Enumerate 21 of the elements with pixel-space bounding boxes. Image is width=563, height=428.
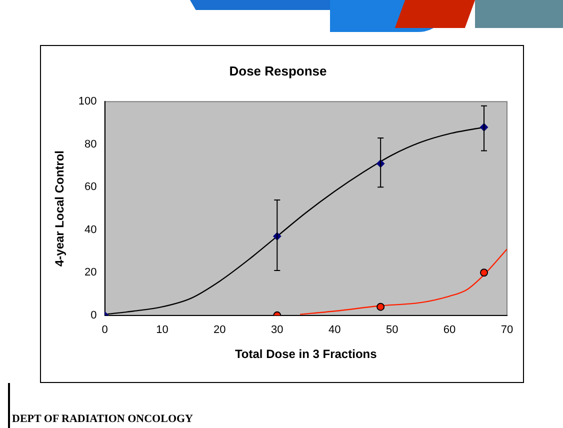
y-tick-label: 20 <box>84 266 97 279</box>
x-tick-label: 10 <box>156 324 168 336</box>
x-tick-label: 50 <box>386 324 398 336</box>
x-tick-label: 40 <box>328 324 341 336</box>
point <box>480 268 488 277</box>
point <box>376 302 385 311</box>
y-tick-label: 60 <box>84 181 97 194</box>
x-axis-title: Total Dose in 3 Fractions <box>234 347 378 362</box>
text: DEPT OF RADIATION ONCOLOGY <box>12 413 194 425</box>
y-tick-label: 0 <box>90 309 97 322</box>
y-tick-label: 100 <box>78 96 97 108</box>
y-tick-label: 40 <box>84 224 97 236</box>
x-tick-label: 0 <box>102 324 108 336</box>
chart-title: Dose Response <box>229 63 327 78</box>
line-series <box>300 248 507 315</box>
x-tick-label: 20 <box>214 324 226 336</box>
y-axis-title: 4-year Local Control <box>52 150 67 267</box>
x-tick-label: 60 <box>443 324 456 336</box>
y-tick-label: 80 <box>84 138 97 150</box>
x-tick-label: 30 <box>271 324 284 336</box>
x-tick-label: 70 <box>500 324 514 336</box>
